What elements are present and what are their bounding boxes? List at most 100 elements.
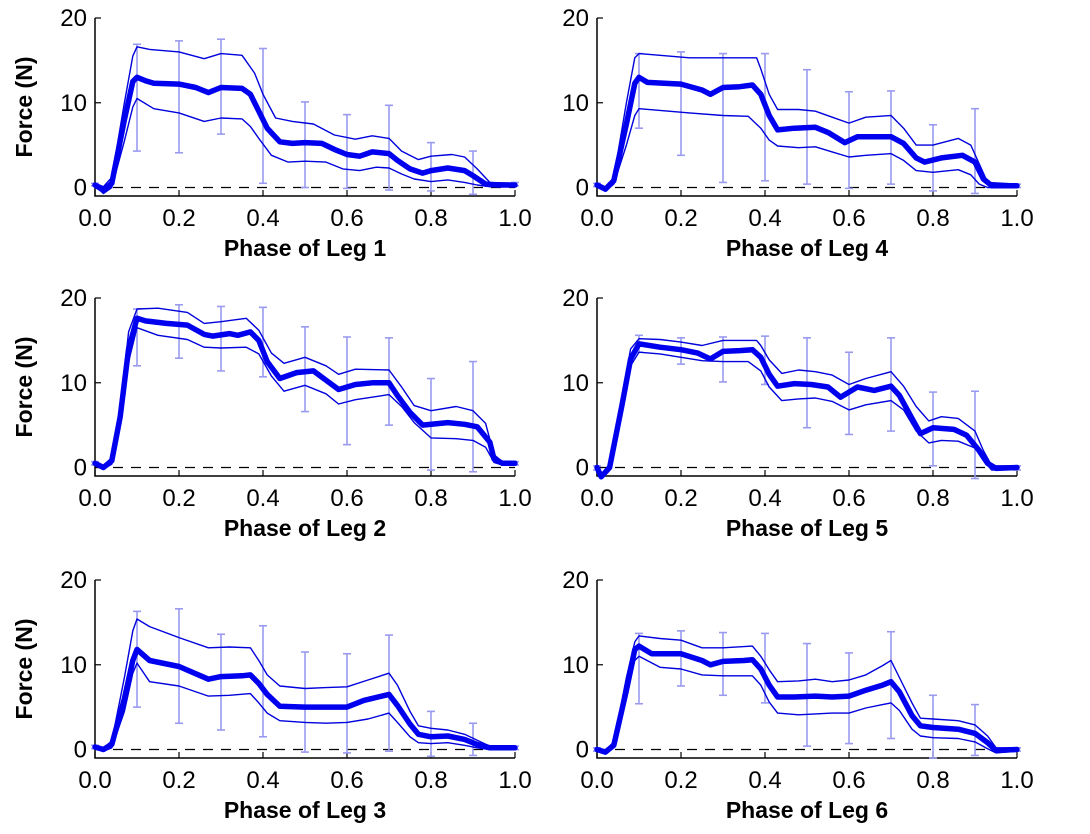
chart-5-errorbar — [719, 336, 727, 383]
chart-1-errorbar — [427, 141, 435, 192]
chart-5-ytick-label: 20 — [562, 285, 589, 312]
chart-1-panel: 0 10 20 0.0 0.2 0.4 0.6 0.8 1.0 Phase of Leg 1 For… — [11, 5, 532, 261]
chart-1-xtick-label: 0.8 — [414, 205, 447, 232]
chart-6-xtick-label: 0.4 — [748, 767, 781, 794]
chart-5-xtick-label: 0.6 — [832, 485, 865, 512]
chart-2-panel: 0 10 20 0.0 0.2 0.4 0.6 0.8 1.0 Phase of Leg 2 For… — [11, 285, 532, 541]
chart-3-xtick-label: 0.0 — [78, 767, 111, 794]
chart-5-ytick-label: 0 — [576, 455, 589, 482]
chart-4-ytick-label: 20 — [562, 5, 589, 32]
chart-2-errorbar — [217, 305, 225, 372]
chart-2-errorbar — [175, 303, 183, 359]
chart-1-errorbar — [175, 40, 183, 154]
chart-5-xtick-label: 0.2 — [664, 485, 697, 512]
chart-4-lower-line — [596, 107, 1017, 192]
chart-5-errorbar — [971, 390, 979, 480]
chart-3-ytick-label: 0 — [74, 737, 87, 764]
chart-5-xlabel: Phase of Leg 5 — [726, 515, 889, 541]
chart-3-ytick-label: 20 — [60, 567, 87, 594]
chart-3-xtick-label: 0.8 — [414, 767, 447, 794]
chart-4-panel: 0 10 20 0.0 0.2 0.4 0.6 0.8 1.0 Phase of Leg 4 — [562, 5, 1033, 261]
chart-2-errorbar — [343, 336, 351, 446]
chart-4-errorbar — [761, 52, 769, 182]
chart-1-ylabel: Force (N) — [11, 57, 37, 158]
chart-5-lower-line — [596, 351, 1018, 480]
chart-4-upper-line — [596, 52, 1018, 189]
chart-2-ytick-label: 20 — [60, 285, 87, 312]
chart-5-ytick-label: 10 — [562, 370, 589, 397]
chart-6-ytick-label: 0 — [576, 737, 589, 764]
chart-3-xtick-label: 1.0 — [498, 767, 531, 794]
chart-5-mean-line — [594, 341, 1020, 480]
chart-4-ytick-label: 10 — [562, 90, 589, 117]
chart-5-xtick-label: 1.0 — [1000, 485, 1033, 512]
chart-1-ytick-label: 10 — [60, 90, 87, 117]
chart-3-xtick-label: 0.4 — [246, 767, 279, 794]
chart-1-xlabel: Phase of Leg 1 — [224, 235, 387, 261]
chart-6-errorbar — [971, 703, 979, 757]
chart-3-errorbar — [427, 710, 435, 758]
chart-2-xtick-label: 1.0 — [498, 485, 531, 512]
chart-3-panel: 0 10 20 0.0 0.2 0.4 0.6 0.8 1.0 Phase of Leg 3 For… — [11, 567, 532, 823]
chart-2-errorbar — [469, 360, 477, 473]
chart-2-xlabel: Phase of Leg 2 — [224, 515, 386, 541]
chart-1-mean-line — [92, 74, 518, 193]
chart-6-errorbar — [761, 632, 769, 704]
chart-4-xtick-label: 0.2 — [664, 205, 697, 232]
chart-3-xlabel: Phase of Leg 3 — [224, 797, 386, 823]
chart-5-panel: 0 10 20 0.0 0.2 0.4 0.6 0.8 1.0 Phase of Leg 5 — [562, 285, 1033, 541]
chart-2-ylabel: Force (N) — [11, 337, 37, 438]
chart-4-errorbar — [677, 51, 685, 157]
chart-1-ytick-label: 20 — [60, 5, 87, 32]
chart-4-xtick-label: 0.4 — [748, 205, 781, 232]
chart-6-ytick-label: 10 — [562, 652, 589, 679]
chart-6-mean-line — [594, 643, 1020, 755]
chart-6-xtick-label: 0.2 — [664, 767, 697, 794]
chart-2-xtick-label: 0.8 — [414, 485, 447, 512]
chart-6-upper-line — [596, 635, 1017, 752]
chart-6-ytick-label: 20 — [562, 567, 589, 594]
chart-6-xtick-label: 0.0 — [580, 767, 613, 794]
chart-3-errorbar — [469, 722, 477, 757]
chart-3-errorbar — [133, 610, 141, 708]
chart-6-errorbar — [677, 630, 685, 687]
chart-3-xtick-label: 0.6 — [330, 767, 363, 794]
chart-2-xtick-label: 0.4 — [246, 485, 279, 512]
chart-6-xtick-label: 0.6 — [832, 767, 865, 794]
chart-1-xtick-label: 1.0 — [498, 205, 531, 232]
chart-6-panel: 0 10 20 0.0 0.2 0.4 0.6 0.8 1.0 Phase of Leg 6 — [562, 567, 1033, 823]
chart-3-errorbar — [343, 652, 351, 754]
chart-3-errorbar — [217, 633, 225, 731]
chart-1-errorbar — [343, 113, 351, 190]
chart-3-lower-line — [94, 662, 515, 752]
chart-1-xtick-label: 0.2 — [162, 205, 195, 232]
chart-2-ytick-label: 0 — [74, 455, 87, 482]
chart-1-errorbar — [385, 104, 393, 191]
chart-3-upper-line — [94, 618, 515, 749]
chart-4-xtick-label: 0.8 — [916, 205, 949, 232]
chart-4-errorbar — [971, 107, 979, 195]
chart-6-lower-line — [596, 655, 1018, 755]
chart-4-errorbar — [719, 52, 727, 184]
chart-1-lower-line — [94, 97, 515, 195]
chart-2-xtick-label: 0.6 — [330, 485, 363, 512]
chart-2-errorbar — [259, 306, 267, 378]
chart-1-errorbar — [133, 43, 141, 152]
chart-1-xtick-label: 0.4 — [246, 205, 279, 232]
chart-6-xtick-label: 0.8 — [916, 767, 949, 794]
chart-2-xtick-label: 0.0 — [78, 485, 111, 512]
chart-6-xtick-label: 1.0 — [1000, 767, 1033, 794]
chart-2-upper-line — [94, 307, 515, 467]
chart-1-ytick-label: 0 — [74, 175, 87, 202]
chart-4-mean-line — [594, 74, 1020, 192]
chart-5-xtick-label: 0.8 — [916, 485, 949, 512]
chart-4-xlabel: Phase of Leg 4 — [726, 235, 889, 261]
chart-2-mean-line — [92, 315, 518, 471]
chart-3-errorbar — [259, 624, 267, 738]
chart-3-xtick-label: 0.2 — [162, 767, 195, 794]
chart-1-xtick-label: 0.6 — [330, 205, 363, 232]
chart-2-ytick-label: 10 — [60, 370, 87, 397]
chart-4-ytick-label: 0 — [576, 175, 589, 202]
chart-4-errorbar — [635, 52, 643, 129]
